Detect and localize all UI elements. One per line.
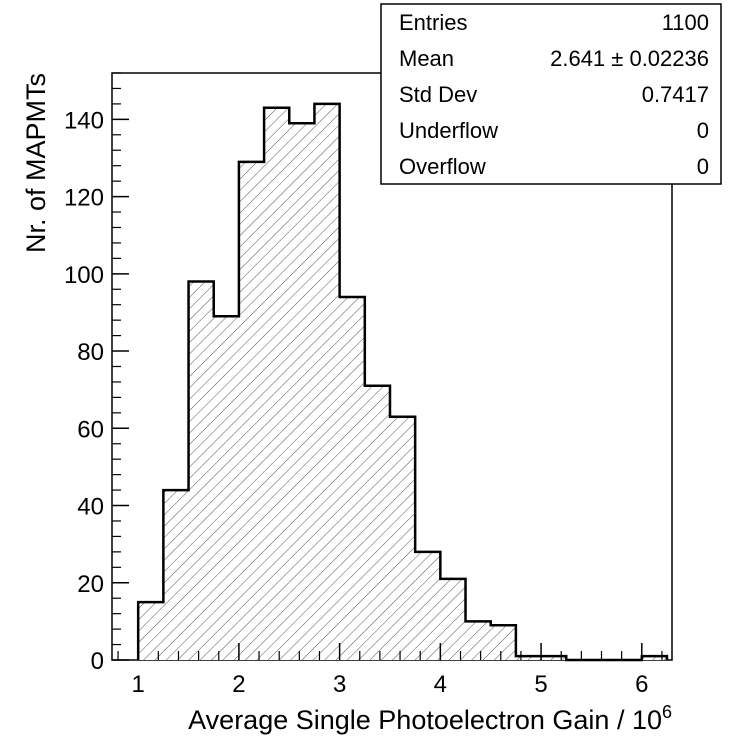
histogram-bar <box>541 656 567 660</box>
stats-box-frame <box>380 3 722 185</box>
histogram-bar <box>415 551 441 660</box>
histogram-bar <box>364 385 390 660</box>
y-axis-title: Nr. of MAPMTs <box>21 73 51 253</box>
stats-box: Entries 1100 Mean 2.641 ± 0.02236 Std Dev 0.7… <box>380 3 722 185</box>
histogram-bar <box>515 656 542 660</box>
stats-label: Entries <box>399 10 467 35</box>
stats-value: 0 <box>697 154 709 179</box>
x-tick-label: 4 <box>434 671 447 698</box>
histogram-bars <box>138 103 667 661</box>
stats-value: 1100 <box>662 10 709 35</box>
y-axis: 0 20 40 60 80 100 120 140 <box>64 72 129 675</box>
histogram-bar <box>389 416 416 660</box>
stats-label: Underflow <box>399 118 498 143</box>
histogram-bar <box>163 490 189 660</box>
histogram-bar <box>490 625 516 660</box>
histogram-bar <box>339 296 365 660</box>
histogram-outline <box>136 102 669 662</box>
histogram-bar <box>264 107 290 660</box>
stats-value: 0.7417 <box>642 82 709 107</box>
histogram-bar <box>440 578 466 660</box>
histogram-bar <box>188 281 214 660</box>
y-tick-label: 20 <box>77 571 104 598</box>
x-tick-label: 5 <box>534 671 547 698</box>
stats-label: Mean <box>399 46 454 71</box>
y-tick-label: 0 <box>91 648 104 675</box>
y-tick-label: 140 <box>64 107 104 134</box>
x-axis: 1 2 3 4 5 6 <box>117 643 663 698</box>
x-tick-label: 3 <box>333 671 346 698</box>
histogram-step-line <box>136 102 669 662</box>
histogram-bar <box>238 161 265 660</box>
histogram-bar <box>213 316 239 660</box>
histogram-bar <box>314 103 340 661</box>
y-tick-label: 100 <box>64 262 104 289</box>
histogram-bar <box>641 656 667 660</box>
y-tick-label: 60 <box>77 416 104 443</box>
x-tick-label: 2 <box>232 671 245 698</box>
x-tick-label: 6 <box>635 671 648 698</box>
y-tick-label: 40 <box>77 494 104 521</box>
stats-label: Overflow <box>399 154 486 179</box>
stats-value: 2.641 ± 0.02236 <box>550 46 709 71</box>
histogram-bar <box>138 602 164 660</box>
histogram-bar <box>289 123 315 660</box>
stats-value: 0 <box>697 118 709 143</box>
x-axis-title: Average Single Photoelectron Gain / 106 <box>188 702 672 735</box>
x-tick-label: 1 <box>132 671 145 698</box>
y-tick-label: 120 <box>64 185 104 212</box>
y-tick-label: 80 <box>77 339 104 366</box>
stats-label: Std Dev <box>399 82 477 107</box>
histogram-bar <box>465 621 491 660</box>
